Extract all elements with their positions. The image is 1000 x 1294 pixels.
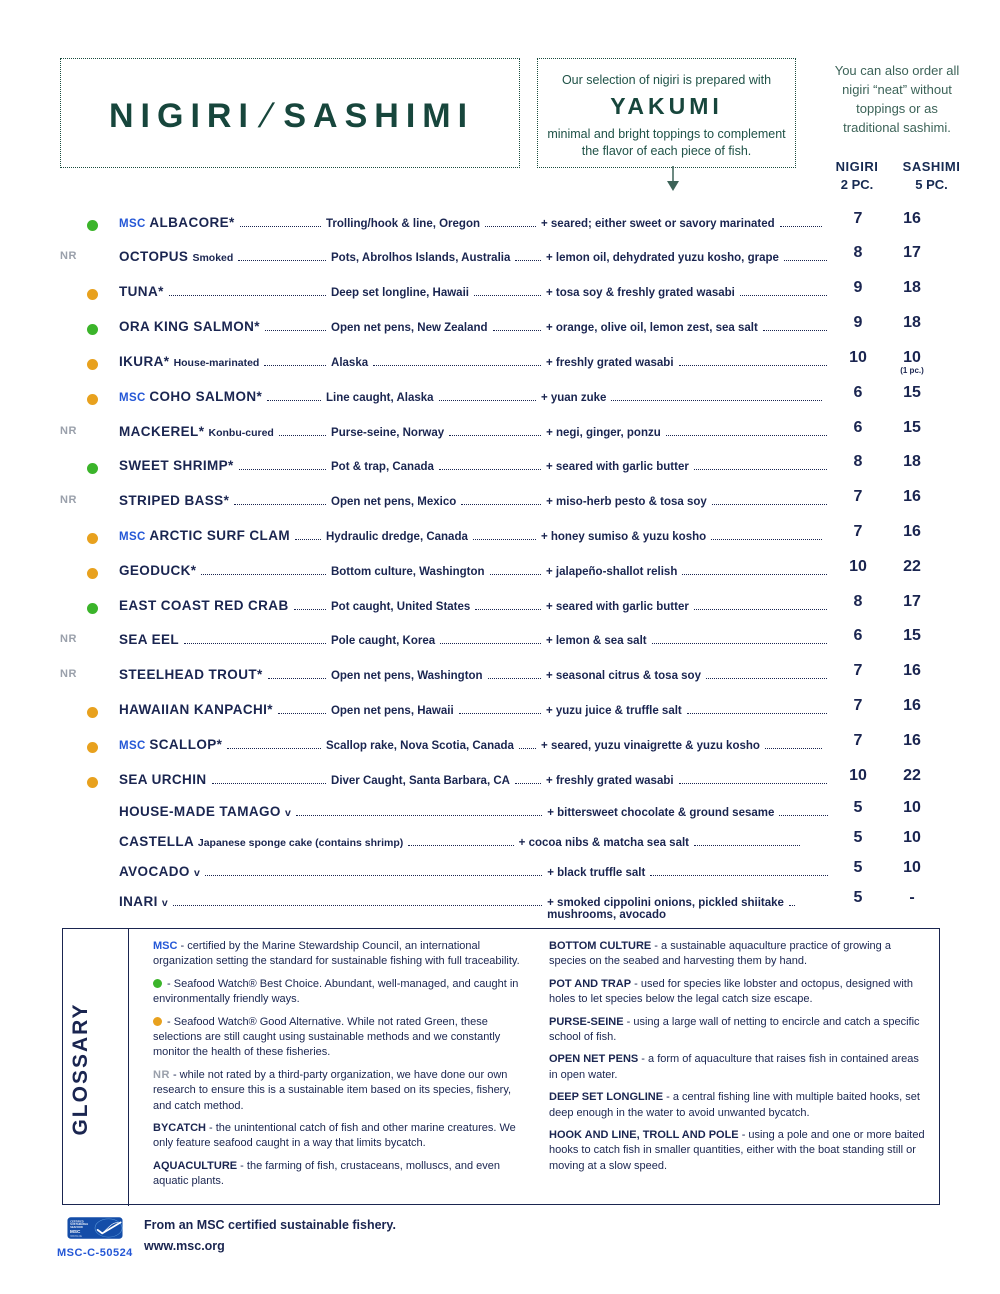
- svg-text:CERTIFIED: CERTIFIED: [70, 1220, 84, 1223]
- svg-text:SEAFOOD: SEAFOOD: [70, 1226, 83, 1229]
- svg-text:www.msc.org: www.msc.org: [70, 1235, 81, 1237]
- svg-text:MSC: MSC: [70, 1229, 81, 1234]
- svg-text:SUSTAINABLE: SUSTAINABLE: [70, 1223, 88, 1226]
